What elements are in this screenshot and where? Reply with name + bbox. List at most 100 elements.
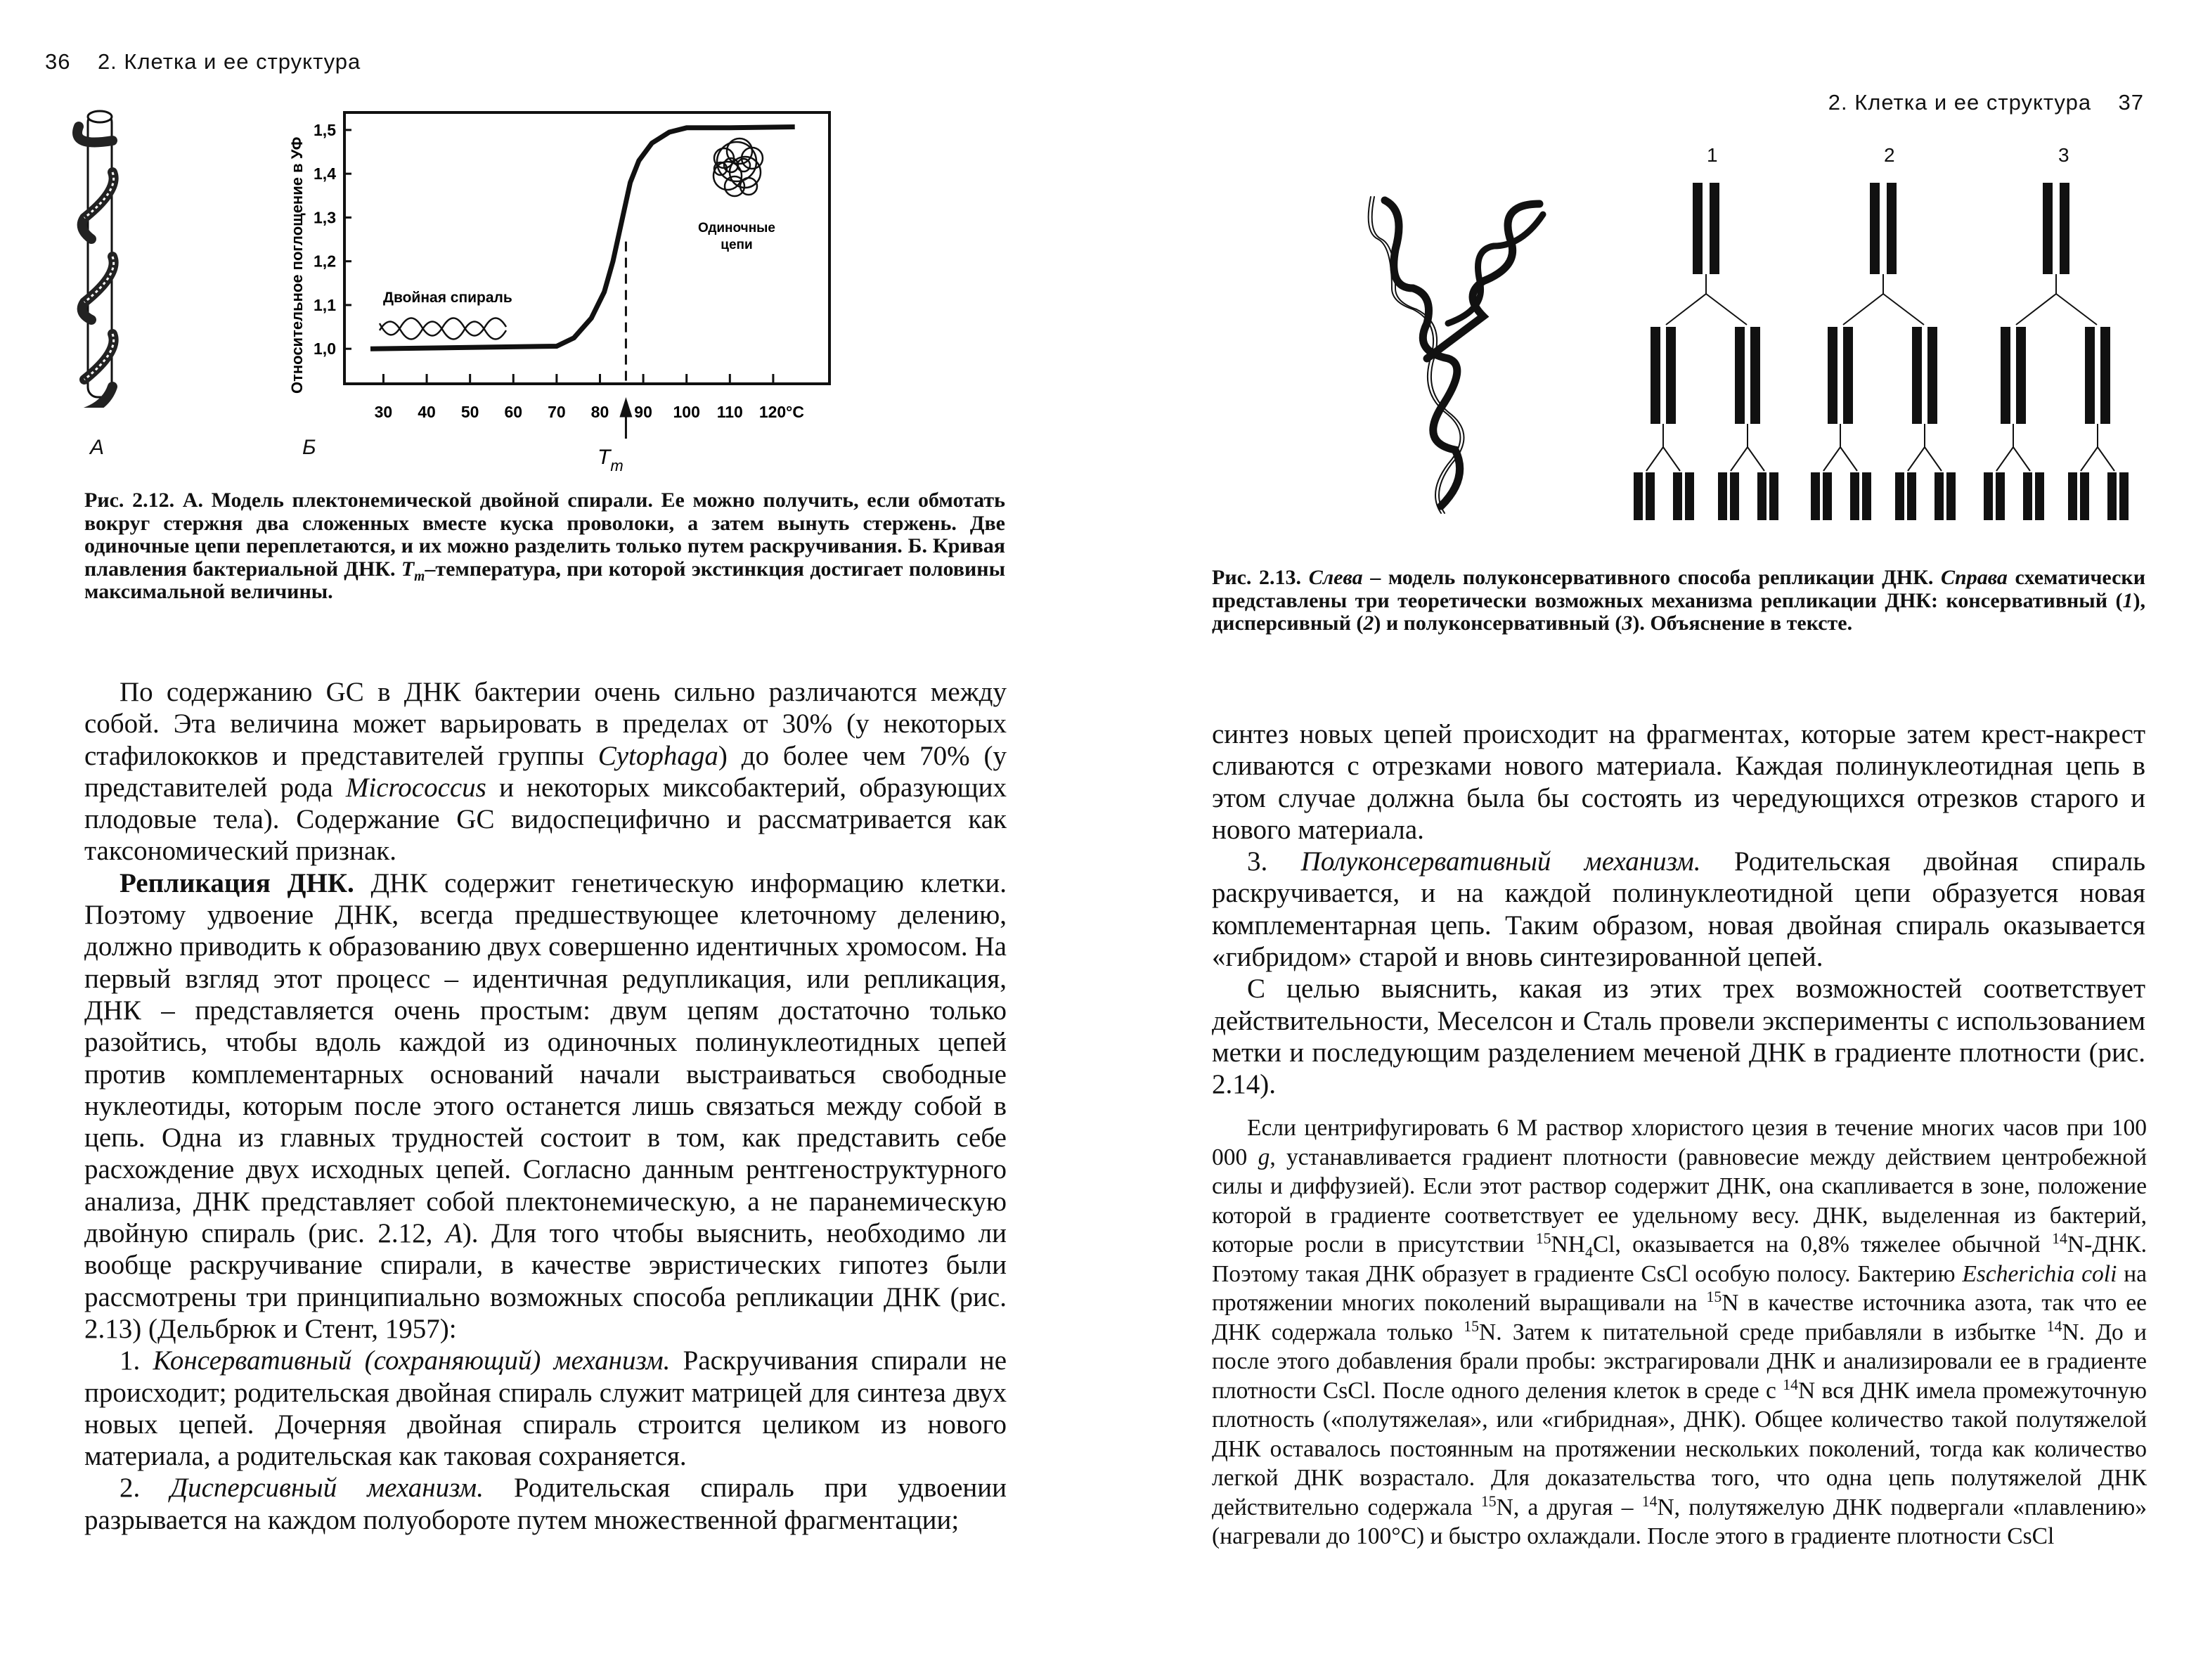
bold-text: Рис. 2.13. — [1212, 566, 1302, 589]
branch-arrow — [1646, 424, 1681, 472]
running-head-title: 2. Клетка и ее структура — [97, 49, 361, 74]
x-tick-label: 40 — [418, 403, 436, 421]
tm-label-sub: m — [610, 457, 623, 474]
double-helix-annotation: Двойная спираль — [383, 290, 512, 306]
right-page-body: синтез новых цепей происходит на фрагмен… — [1212, 718, 2145, 1101]
branch-arrow — [1907, 424, 1942, 472]
granddaughter-strand — [1730, 472, 1739, 520]
text-run: N. До и после этого добавления брали про… — [1212, 1319, 2147, 1404]
granddaughter-strand — [1895, 472, 1904, 520]
y-tick-label: 1,2 — [314, 252, 336, 271]
text-run: N, а другая – — [1496, 1494, 1642, 1520]
granddaughter-strand — [2035, 472, 2044, 520]
script-text: 14 — [2052, 1229, 2067, 1247]
script-text: 15 — [1706, 1288, 1722, 1305]
daughter-strand — [1735, 327, 1745, 424]
text-run: Модель плектонемической двойной спирали.… — [84, 489, 1006, 557]
italic-text: Дисперсивный механизм. — [170, 1473, 484, 1504]
running-head-title: 2. Клетка и ее структура — [1828, 90, 2092, 115]
branch-arrow — [1665, 274, 1748, 325]
granddaughter-strand — [1862, 472, 1871, 520]
plot-frame — [343, 111, 831, 385]
text-run: ), дисперсивный ( — [1212, 588, 2145, 635]
italic-text: 3 — [1622, 612, 1633, 635]
italic-text: 1 — [2122, 588, 2133, 612]
bold-text: Б. — [908, 534, 927, 557]
x-tick-label: 30 — [375, 403, 393, 421]
parent-strand — [1710, 183, 1719, 274]
bold-text: Рис. 2.12. А. — [84, 489, 203, 512]
parent-strand — [1870, 183, 1880, 274]
daughter-strand — [2001, 327, 2010, 424]
plectonemic-helix-rod-model — [72, 110, 119, 408]
granddaughter-strand — [2080, 472, 2089, 520]
text-run: схематически представлены три теоретичес… — [1212, 566, 2146, 612]
granddaughter-strand — [1823, 472, 1832, 520]
text-run — [1301, 566, 1309, 589]
daughter-strand — [1843, 327, 1853, 424]
branch-arrow — [1823, 424, 1858, 472]
y-tick-label: 1,5 — [314, 121, 336, 139]
left-running-head: 36 2. Клетка и ее структура — [45, 49, 361, 75]
x-tick-label: 50 — [461, 403, 479, 421]
page-number: 36 — [45, 49, 71, 74]
italic-text: Справа — [1941, 566, 2008, 589]
tm-label-main: T — [598, 446, 612, 469]
text-run: Кривая плавления бактериальной ДНК. — [84, 534, 1006, 581]
parent-strand — [1693, 183, 1703, 274]
granddaughter-strand — [2119, 472, 2129, 520]
text-run: Родительская спираль при удвоении разрыв… — [84, 1473, 1007, 1535]
page-number: 37 — [2118, 90, 2144, 115]
semiconservative-replication-fork-model — [1364, 193, 1546, 517]
daughter-strand — [2085, 327, 2095, 424]
granddaughter-strand — [1718, 472, 1727, 520]
y-tick-label: 1,0 — [314, 340, 336, 358]
paragraph: Репликация ДНК. ДНК содержит генетическу… — [84, 867, 1007, 1345]
y-tick-label: 1,1 — [314, 296, 336, 314]
left-page-body: По содержанию GC в ДНК бактерии очень си… — [84, 676, 1007, 1536]
text-run: Раскручивания спирали не происходит; род… — [84, 1345, 1007, 1472]
text-run: По содержанию GC в ДНК бактерии очень си… — [84, 677, 1007, 771]
panel-b-label: Б — [302, 436, 316, 459]
script-text: 14 — [1783, 1376, 1799, 1393]
parent-strand — [1887, 183, 1897, 274]
granddaughter-strand — [2023, 472, 2032, 520]
granddaughter-strand — [1634, 472, 1643, 520]
single-strands-annotation-line1: Одиночные — [698, 221, 775, 235]
text-run: –температура, при которой экстинкция дос… — [84, 557, 1005, 603]
paragraph: 1. Консервативный (сохраняющий) механизм… — [84, 1345, 1007, 1472]
italic-text: Cytophaga — [598, 740, 718, 771]
x-tick-label: 90 — [634, 403, 652, 421]
daughter-strand — [1927, 327, 1937, 424]
parent-strand — [2043, 183, 2053, 274]
daughter-strand — [1828, 327, 1837, 424]
text-run: ) и полуконсервативный ( — [1374, 612, 1622, 635]
daughter-strand — [1750, 327, 1760, 424]
text-run: , устанавливается градиент плотности (ра… — [1212, 1144, 2147, 1258]
script-text: 14 — [2046, 1317, 2062, 1335]
single-strands-tangle-icon — [712, 137, 764, 198]
granddaughter-strand — [1811, 472, 1820, 520]
text-run: на протяжении многих поколений выращивал… — [1212, 1260, 2147, 1317]
granddaughter-strand — [2068, 472, 2077, 520]
italic-text: T — [401, 557, 415, 581]
text-run: N. Затем к питательной среде прибавляли … — [1479, 1319, 2047, 1345]
melting-curve-line — [370, 124, 795, 351]
double-helix-icon — [378, 317, 508, 340]
script-text: 4 — [1584, 1243, 1593, 1261]
branch-arrow — [1842, 274, 1925, 325]
branch-arrow — [2080, 424, 2115, 472]
text-run: N-ДНК. Поэтому такая ДНК образует в град… — [1212, 1232, 2147, 1287]
parent-strand — [2060, 183, 2069, 274]
script-text: 14 — [1641, 1492, 1658, 1510]
text-run: Родительская двойная спираль раскручивае… — [1212, 846, 2146, 973]
branch-arrow — [1730, 424, 1765, 472]
granddaughter-strand — [1984, 472, 1993, 520]
scheme-label-conservative: 1 — [1707, 144, 1718, 166]
single-strands-annotation-line2: цепи — [721, 238, 752, 252]
paragraph: С целью выяснить, какая из этих трех воз… — [1212, 973, 2145, 1100]
x-tick-label: 120°C — [759, 403, 804, 421]
italic-text: Консервативный (сохраняющий) механизм. — [153, 1345, 671, 1376]
branch-arrow — [1996, 424, 2031, 472]
script-text: 15 — [1535, 1229, 1551, 1247]
